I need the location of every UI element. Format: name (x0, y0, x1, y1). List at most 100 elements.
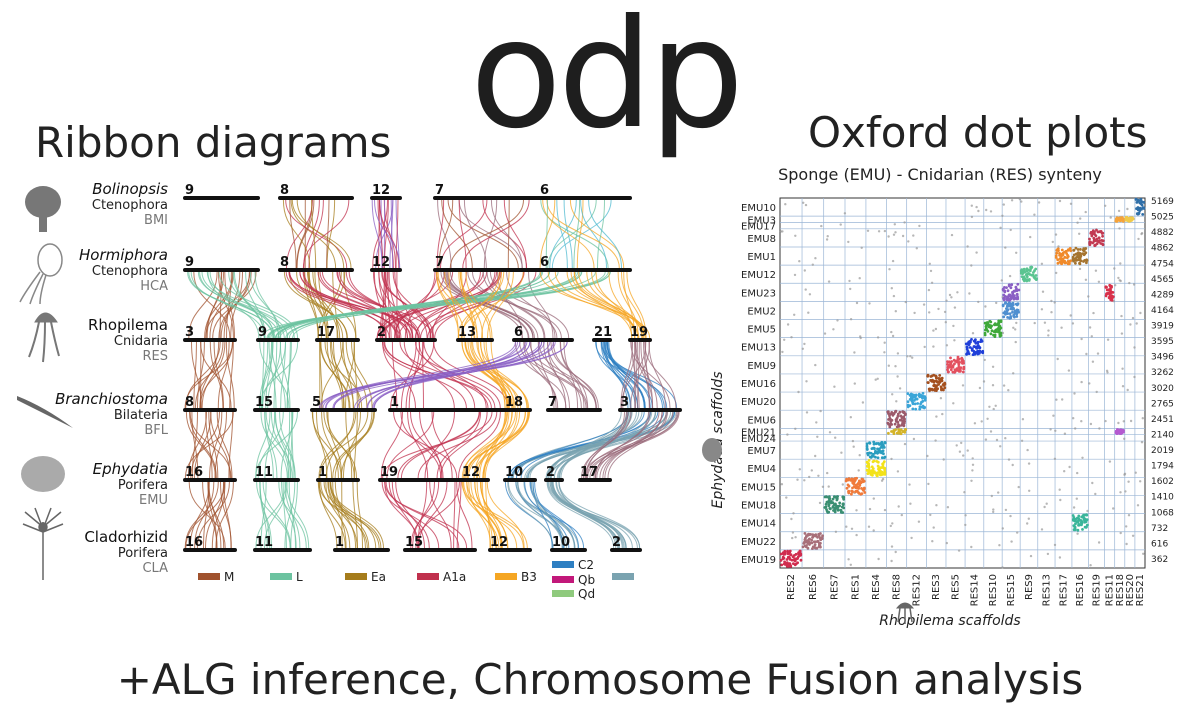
x-tick-label: RES20 (1125, 574, 1136, 606)
species-code: RES (142, 349, 169, 364)
synteny-block-point (1085, 513, 1088, 516)
synteny-block-point (903, 413, 907, 417)
synteny-block-point (1011, 310, 1014, 314)
synteny-block-point (810, 541, 814, 545)
synteny-point (1057, 245, 1060, 248)
ribbon-line (514, 341, 567, 409)
right-tick-label: 2140 (1151, 431, 1174, 441)
synteny-point (906, 355, 909, 358)
synteny-block-point (866, 453, 870, 457)
ribbon-line (382, 341, 416, 409)
legend-swatch (552, 590, 574, 597)
synteny-block-point (783, 560, 786, 564)
species-name: Ephydatia (92, 460, 168, 478)
synteny-block (1019, 265, 1038, 283)
chromosome-label: 3 (185, 325, 194, 340)
synteny-block-point (878, 468, 881, 472)
synteny-point (1067, 369, 1071, 372)
chromosome-label: 9 (185, 183, 194, 198)
synteny-block-point (949, 356, 952, 360)
synteny-block-point (1101, 234, 1104, 238)
synteny-block-point (1008, 304, 1011, 308)
synteny-block-point (887, 410, 890, 414)
chromosome-label: 15 (405, 535, 423, 550)
synteny-block-point (1006, 308, 1010, 311)
synteny-block-point (972, 345, 976, 348)
synteny-point (783, 338, 786, 341)
synteny-point (1085, 352, 1088, 356)
synteny-block-point (902, 411, 906, 415)
right-tick-label: 1410 (1151, 493, 1174, 503)
ribbon-line (438, 199, 454, 269)
ribbon-line (319, 411, 369, 479)
synteny-block-point (883, 468, 887, 472)
synteny-block-point (1084, 526, 1088, 529)
ribbon-line (366, 341, 521, 409)
synteny-point (997, 491, 1000, 494)
synteny-block-point (906, 403, 910, 407)
synteny-point (1074, 427, 1077, 430)
synteny-block (1114, 216, 1125, 223)
synteny-block-point (933, 383, 936, 387)
synteny-block-point (1002, 315, 1006, 319)
synteny-point (868, 302, 871, 305)
ribbon-line (220, 271, 250, 339)
synteny-block (1124, 215, 1135, 223)
chromosome-label: 15 (255, 395, 273, 410)
ribbon-line (415, 481, 460, 549)
x-tick-label: RES2 (786, 574, 797, 600)
synteny-point (932, 345, 935, 348)
ribbon-line (324, 341, 516, 409)
synteny-point (953, 339, 956, 342)
synteny-block-point (865, 442, 869, 446)
ribbon-diagrams-title: Ribbon diagrams (35, 118, 392, 167)
synteny-block-point (914, 407, 918, 411)
synteny-point (1073, 392, 1076, 395)
ribbon-line (286, 341, 292, 409)
ribbon-line (264, 481, 288, 549)
synteny-point (904, 300, 907, 304)
ribbon-line (601, 341, 678, 409)
chromosome-label: 2 (612, 535, 621, 550)
species-label-hormiphora: Hormiphora Ctenophora HCA (8, 246, 183, 294)
synteny-block-point (815, 546, 819, 550)
synteny-block-point (946, 368, 949, 371)
synteny-block-point (857, 491, 860, 495)
synteny-block-point (860, 487, 863, 490)
synteny-point (1084, 278, 1088, 281)
synteny-point (895, 400, 898, 403)
ribbon-line (424, 411, 455, 479)
ribbon-line (303, 271, 397, 339)
ribbon-line (532, 481, 553, 549)
synteny-block-point (989, 332, 993, 336)
synteny-point (889, 524, 892, 528)
synteny-block-point (1066, 248, 1070, 252)
synteny-block-point (1072, 528, 1076, 532)
synteny-block-point (1066, 253, 1069, 257)
ribbon-line (487, 271, 514, 339)
synteny-block-point (911, 407, 915, 411)
synteny-block-point (866, 469, 869, 472)
synteny-point (876, 336, 880, 339)
synteny-point (941, 412, 944, 416)
synteny-block-point (836, 505, 840, 509)
synteny-point (804, 288, 807, 291)
ribbon-line (281, 481, 297, 549)
synteny-block-point (939, 385, 943, 389)
synteny-point (834, 530, 838, 533)
synteny-block (865, 440, 887, 460)
synteny-block-point (842, 495, 846, 499)
ribbon-line (453, 481, 456, 549)
synteny-block-point (1081, 528, 1084, 531)
synteny-point (857, 469, 860, 472)
synteny-point (990, 494, 993, 498)
synteny-block-point (1084, 247, 1088, 250)
synteny-block-point (1074, 257, 1077, 261)
synteny-block-point (799, 554, 802, 557)
synteny-point (1045, 502, 1048, 505)
ribbon-line (209, 271, 234, 339)
synteny-point (797, 390, 800, 394)
ribbon-line (440, 271, 530, 339)
synteny-point (890, 559, 893, 563)
synteny-point (985, 208, 988, 212)
